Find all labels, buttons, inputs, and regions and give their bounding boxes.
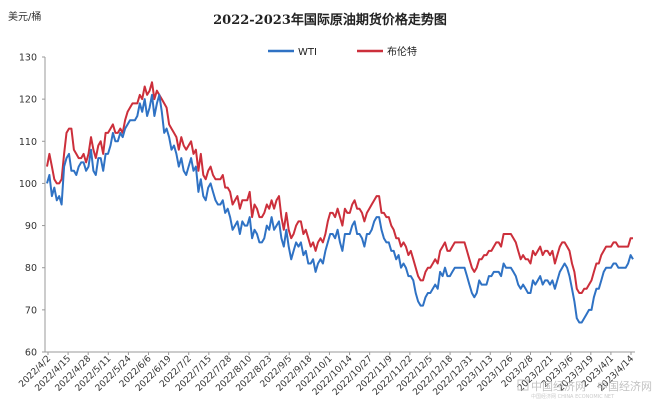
y-tick-label: 100	[19, 179, 37, 190]
series-line-brent	[46, 81, 633, 294]
series-lines	[46, 81, 634, 324]
y-tick-label: 80	[25, 263, 37, 274]
legend: WTI 布伦特	[268, 45, 417, 58]
watermark-tagline: 中国经济网 CHINA ECONOMIC NET	[531, 393, 615, 400]
chart-axes	[44, 57, 635, 353]
y-tick-label: 70	[25, 305, 37, 316]
legend-label-wti: WTI	[298, 47, 317, 58]
y-axis-ticks: 60 70 80 90 100 110 120 130	[19, 53, 45, 359]
y-tick-label: 120	[19, 95, 37, 106]
chart-title: 2022-2023年国际原油期货价格走势图	[213, 12, 447, 28]
watermark-logo-text: 中国经济网	[597, 379, 652, 393]
series-line-wti	[46, 93, 634, 324]
watermark-logo	[517, 379, 529, 391]
y-tick-label: 60	[25, 348, 37, 359]
y-tick-label: 90	[25, 221, 37, 232]
watermark: 中国经济网 中国经济网 CHINA ECONOMIC NET 中国经济网	[517, 379, 652, 400]
y-tick-label: 110	[19, 137, 37, 148]
y-axis-unit-label: 美元/桶	[8, 10, 41, 23]
watermark-text: 中国经济网	[531, 379, 586, 393]
y-tick-label: 130	[19, 53, 37, 64]
legend-label-brent: 布伦特	[387, 45, 417, 58]
